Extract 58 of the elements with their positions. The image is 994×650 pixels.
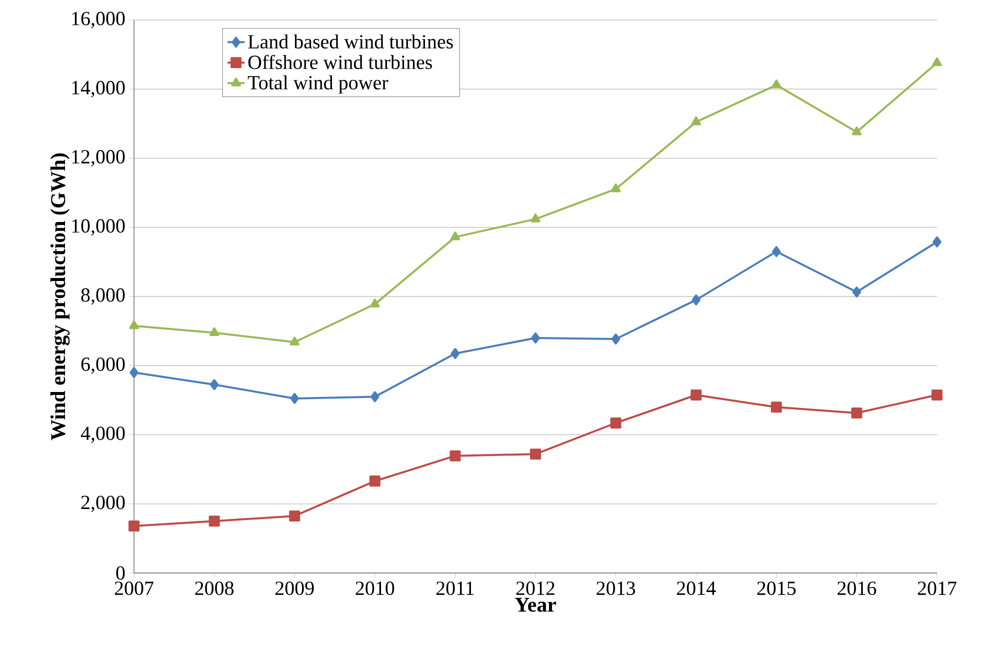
- point: [692, 294, 700, 306]
- point: [691, 116, 702, 126]
- y-tick-label: 12,000: [72, 150, 125, 166]
- y-tick-label: 8,000: [81, 288, 125, 305]
- y-tick-label: 2,000: [81, 496, 125, 512]
- point: [450, 450, 461, 462]
- point: [690, 390, 702, 400]
- x-tick-label: 2008: [195, 582, 234, 596]
- x-tick-label: 2011: [436, 582, 474, 596]
- x-tick-label: 2016: [838, 582, 876, 596]
- x-tick-label: 2017: [918, 582, 956, 596]
- y-tick-label: 6,000: [81, 357, 125, 374]
- point: [611, 334, 620, 345]
- point: [370, 298, 380, 308]
- point: [450, 232, 460, 240]
- legend-label: Land based wind turbines: [248, 34, 453, 49]
- point: [932, 236, 942, 248]
- point: [770, 402, 782, 413]
- point: [128, 520, 140, 532]
- point: [290, 336, 300, 346]
- point: [209, 327, 220, 336]
- point: [932, 57, 942, 66]
- point: [530, 448, 542, 460]
- x-axis-title: Year: [514, 598, 556, 612]
- y-tick-label: 10,000: [72, 219, 125, 236]
- y-axis-title: Wind energy production (GWh): [50, 153, 70, 440]
- x-tick-label: 2015: [757, 582, 796, 596]
- point: [610, 417, 622, 428]
- point: [852, 286, 862, 298]
- y-tick-label: 4,000: [80, 426, 125, 443]
- point: [210, 379, 219, 390]
- point: [129, 320, 139, 330]
- y-tick-label: 16,000: [72, 12, 125, 28]
- y-tick-label: 14,000: [72, 80, 125, 98]
- point: [852, 126, 862, 136]
- point: [290, 392, 299, 404]
- point: [610, 184, 621, 192]
- point: [772, 246, 781, 258]
- x-tick-label: 2009: [275, 582, 314, 596]
- point: [450, 348, 460, 360]
- legend-label: Offshore wind turbines: [248, 54, 432, 70]
- point: [772, 79, 782, 88]
- x-tick-label: 2010: [356, 582, 394, 596]
- point: [369, 476, 380, 487]
- point: [851, 407, 862, 418]
- point: [130, 367, 138, 378]
- x-tick-label: 2014: [676, 582, 716, 596]
- point: [531, 332, 540, 344]
- x-tick-label: 2007: [114, 582, 154, 596]
- point: [289, 510, 300, 522]
- point: [208, 516, 220, 527]
- legend-label: Total wind power: [248, 75, 388, 94]
- point: [932, 390, 943, 400]
- y-tick-label: 0: [116, 566, 125, 580]
- point: [530, 214, 540, 222]
- x-tick-label: 2013: [596, 582, 636, 596]
- x-tick-label: 2012: [516, 582, 554, 596]
- point: [370, 391, 380, 402]
